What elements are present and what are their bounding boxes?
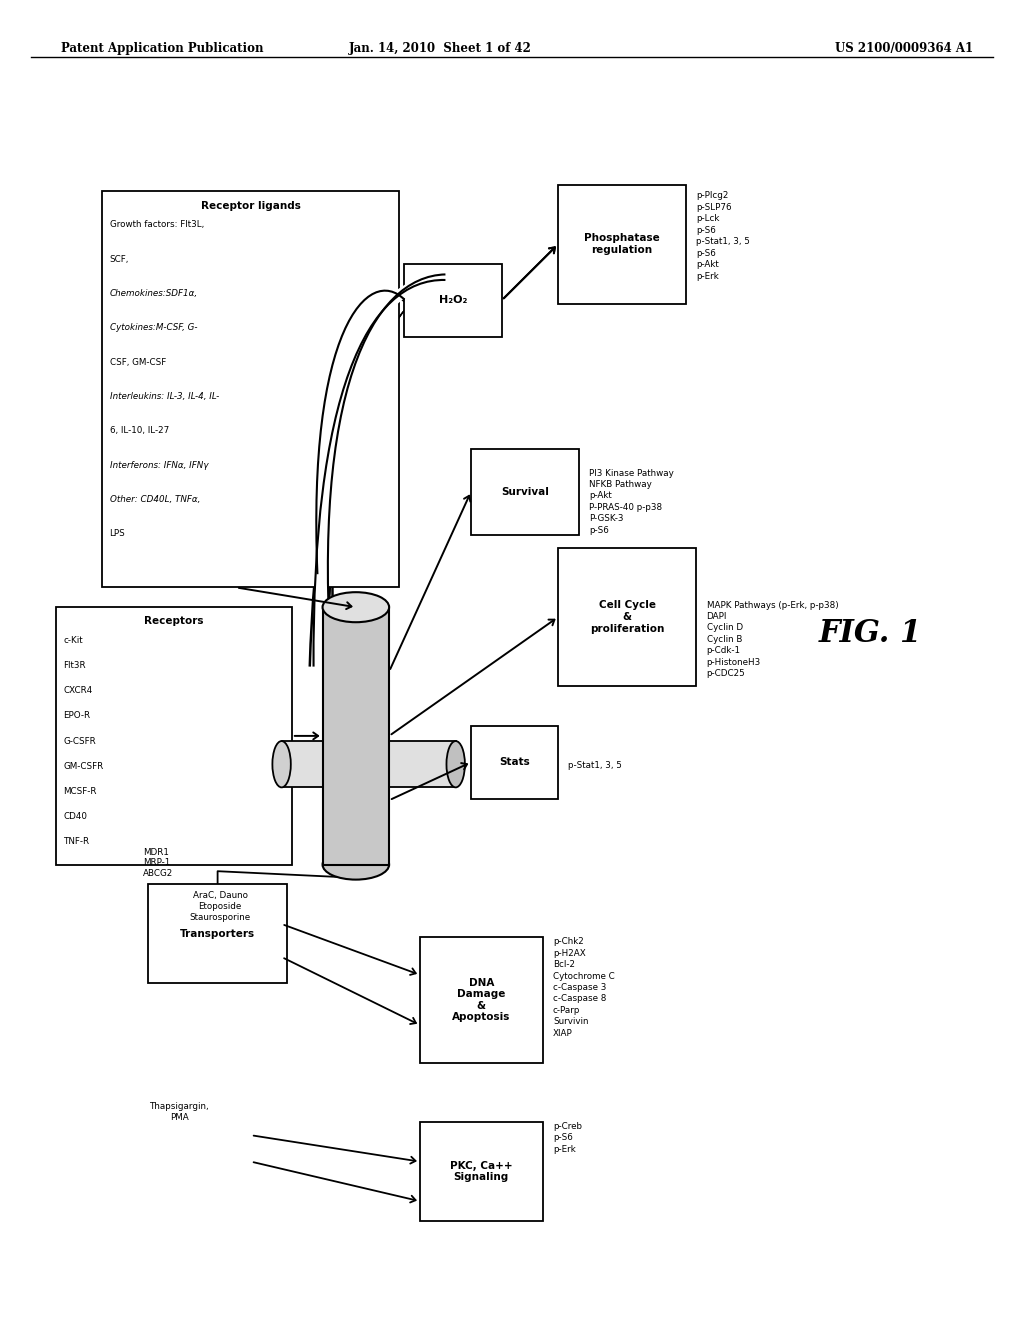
FancyBboxPatch shape: [102, 191, 399, 587]
Text: MAPK Pathways (p-Erk, p-p38)
DAPI
Cyclin D
Cyclin B
p-Cdk-1
p-HistoneH3
p-CDC25: MAPK Pathways (p-Erk, p-p38) DAPI Cyclin…: [707, 601, 839, 678]
Text: CSF, GM-CSF: CSF, GM-CSF: [110, 358, 166, 367]
Text: DNA
Damage
&
Apoptosis: DNA Damage & Apoptosis: [452, 978, 511, 1022]
FancyBboxPatch shape: [420, 1122, 543, 1221]
Text: LPS: LPS: [110, 529, 125, 539]
Text: 6, IL-10, IL-27: 6, IL-10, IL-27: [110, 426, 169, 436]
Text: EPO-R: EPO-R: [63, 711, 90, 721]
Text: US 2100/0009364 A1: US 2100/0009364 A1: [835, 42, 973, 55]
Text: TNF-R: TNF-R: [63, 837, 90, 846]
Text: SCF,: SCF,: [110, 255, 129, 264]
Bar: [282, 741, 456, 787]
FancyBboxPatch shape: [56, 607, 292, 865]
FancyBboxPatch shape: [148, 884, 287, 983]
Text: Flt3R: Flt3R: [63, 661, 86, 671]
FancyBboxPatch shape: [404, 264, 502, 337]
Text: Phosphatase
regulation: Phosphatase regulation: [585, 234, 659, 255]
Text: p-Creb
p-S6
p-Erk: p-Creb p-S6 p-Erk: [553, 1122, 582, 1154]
Ellipse shape: [323, 593, 389, 622]
Text: AraC, Dauno
Etoposide
Staurosporine: AraC, Dauno Etoposide Staurosporine: [189, 891, 251, 923]
FancyBboxPatch shape: [420, 937, 543, 1063]
Text: CXCR4: CXCR4: [63, 686, 93, 696]
Text: Stats: Stats: [499, 758, 530, 767]
Ellipse shape: [323, 850, 389, 879]
Text: Survival: Survival: [501, 487, 549, 496]
Text: Transporters: Transporters: [180, 929, 255, 939]
Text: Cell Cycle
&
proliferation: Cell Cycle & proliferation: [590, 601, 665, 634]
Text: PKC, Ca++
Signaling: PKC, Ca++ Signaling: [450, 1160, 513, 1183]
Text: GM-CSFR: GM-CSFR: [63, 762, 103, 771]
Text: MDR1
MRP-1
ABCG2: MDR1 MRP-1 ABCG2: [143, 847, 174, 878]
Ellipse shape: [272, 741, 291, 787]
Text: Thapsigargin,
PMA: Thapsigargin, PMA: [150, 1102, 209, 1122]
Text: Patent Application Publication: Patent Application Publication: [61, 42, 264, 55]
Text: c-Kit: c-Kit: [63, 636, 83, 645]
Text: Other: CD40L, TNFα,: Other: CD40L, TNFα,: [110, 495, 200, 504]
Text: Receptor ligands: Receptor ligands: [201, 201, 301, 211]
Text: PI3 Kinase Pathway
NFKB Pathway
p-Akt
P-PRAS-40 p-p38
P-GSK-3
p-S6: PI3 Kinase Pathway NFKB Pathway p-Akt P-…: [589, 469, 674, 535]
Text: p-Plcg2
p-SLP76
p-Lck
p-S6
p-Stat1, 3, 5
p-S6
p-Akt
p-Erk: p-Plcg2 p-SLP76 p-Lck p-S6 p-Stat1, 3, 5…: [696, 191, 751, 281]
Text: Cytokines:M-CSF, G-: Cytokines:M-CSF, G-: [110, 323, 197, 333]
Text: Receptors: Receptors: [144, 616, 204, 627]
Text: CD40: CD40: [63, 812, 87, 821]
Text: FIG. 1: FIG. 1: [819, 618, 923, 649]
Bar: [323, 607, 389, 865]
FancyBboxPatch shape: [471, 726, 558, 799]
FancyBboxPatch shape: [471, 449, 579, 535]
Text: p-Chk2
p-H2AX
Bcl-2
Cytochrome C
c-Caspase 3
c-Caspase 8
c-Parp
Survivin
XIAP: p-Chk2 p-H2AX Bcl-2 Cytochrome C c-Caspa…: [553, 937, 614, 1038]
Ellipse shape: [446, 741, 465, 787]
Text: p-Stat1, 3, 5: p-Stat1, 3, 5: [568, 762, 623, 770]
Text: Interleukins: IL-3, IL-4, IL-: Interleukins: IL-3, IL-4, IL-: [110, 392, 219, 401]
Text: Growth factors: Flt3L,: Growth factors: Flt3L,: [110, 220, 204, 230]
Text: MCSF-R: MCSF-R: [63, 787, 97, 796]
FancyBboxPatch shape: [558, 185, 686, 304]
FancyBboxPatch shape: [558, 548, 696, 686]
Text: Chemokines:SDF1α,: Chemokines:SDF1α,: [110, 289, 198, 298]
Text: H₂O₂: H₂O₂: [439, 296, 467, 305]
Text: Jan. 14, 2010  Sheet 1 of 42: Jan. 14, 2010 Sheet 1 of 42: [349, 42, 531, 55]
Text: G-CSFR: G-CSFR: [63, 737, 96, 746]
Text: Interferons: IFNα, IFNγ: Interferons: IFNα, IFNγ: [110, 461, 208, 470]
